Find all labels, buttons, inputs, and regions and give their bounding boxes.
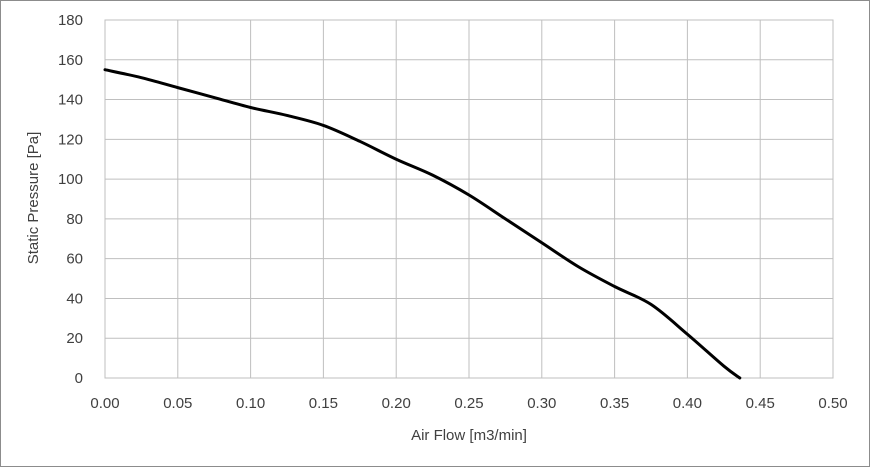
y-tick-label: 60	[66, 251, 83, 268]
plot-area	[104, 19, 834, 379]
y-tick-label: 160	[58, 52, 83, 69]
y-tick-label: 40	[66, 290, 83, 307]
x-tick-label: 0.15	[309, 395, 338, 412]
y-tick-label: 180	[58, 12, 83, 29]
x-tick-label: 0.10	[236, 395, 265, 412]
y-tick-label: 20	[66, 330, 83, 347]
x-tick-label: 0.45	[746, 395, 775, 412]
x-tick-label: 0.35	[600, 395, 629, 412]
x-tick-label: 0.40	[673, 395, 702, 412]
series-group	[103, 68, 742, 380]
x-tick-label: 0.00	[90, 395, 119, 412]
y-axis-title: Static Pressure [Pa]	[25, 132, 42, 265]
y-tick-label: 80	[66, 211, 83, 228]
y-tick-label: 120	[58, 131, 83, 148]
x-axis-title: Air Flow [m3/min]	[411, 427, 527, 444]
x-tick-label: 0.25	[454, 395, 483, 412]
x-axis-ticks: 0.00 0.05 0.10 0.15 0.20 0.25 0.30 0.35 0.40 0.45…	[90, 395, 847, 412]
pressure-curve-line	[103, 68, 742, 380]
x-tick-label: 0.05	[163, 395, 192, 412]
x-tick-label: 0.20	[382, 395, 411, 412]
x-tick-label: 0.30	[527, 395, 556, 412]
y-axis-ticks: 0 20 40 60 80 100 120 140 160 180	[58, 12, 83, 387]
y-tick-label: 0	[75, 370, 83, 387]
y-tick-label: 140	[58, 92, 83, 109]
x-tick-label: 0.50	[818, 395, 847, 412]
y-tick-label: 100	[58, 171, 83, 188]
grid-lines	[104, 19, 834, 379]
